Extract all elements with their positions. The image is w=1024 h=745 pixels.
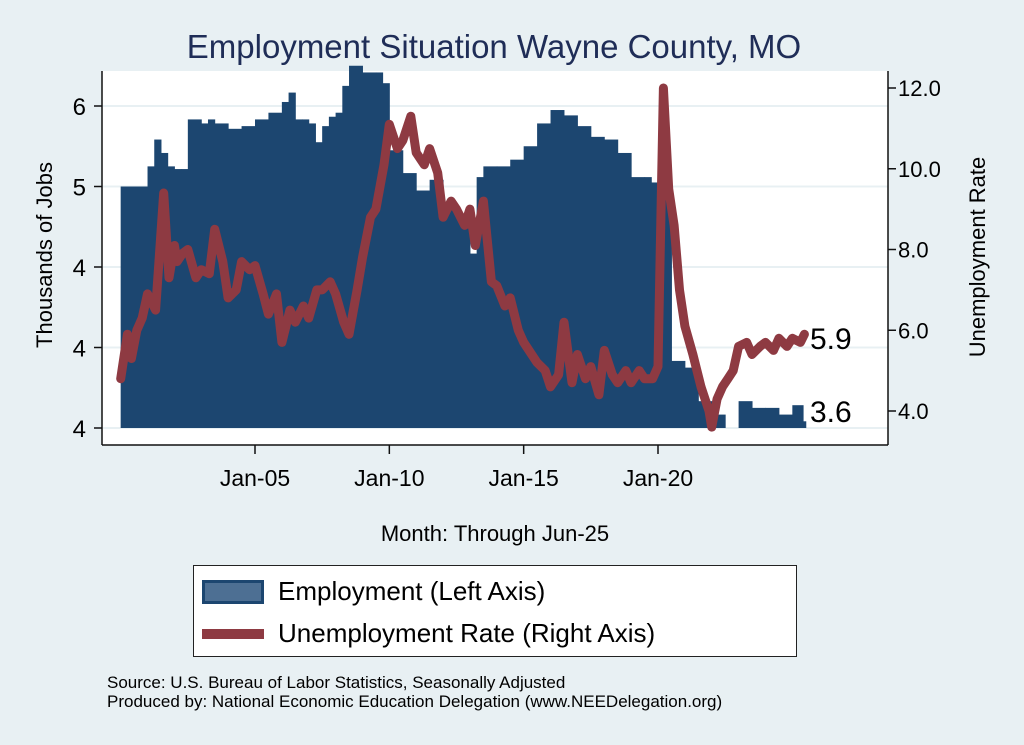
employment-bar bbox=[160, 152, 169, 429]
employment-bar bbox=[382, 83, 390, 429]
employment-bar bbox=[416, 190, 431, 428]
employment-bar bbox=[281, 101, 290, 428]
producer-note: Produced by: National Economic Education… bbox=[107, 692, 723, 711]
employment-bar bbox=[349, 65, 363, 428]
employment-bar bbox=[375, 72, 384, 428]
employment-bar bbox=[429, 179, 444, 428]
employment-bar bbox=[510, 159, 525, 428]
employment-bar bbox=[315, 142, 323, 428]
axes bbox=[101, 71, 889, 446]
employment-bar bbox=[295, 119, 303, 429]
employment-bar bbox=[803, 421, 807, 428]
employment-bar bbox=[322, 126, 330, 428]
employment-bar bbox=[308, 123, 316, 429]
legend-label-unemployment: Unemployment Rate (Right Axis) bbox=[278, 618, 656, 648]
unemployment-end-label: 5.9 bbox=[810, 323, 852, 356]
employment-bar bbox=[537, 123, 552, 429]
right-axis-title: Unemployment Rate bbox=[965, 157, 990, 358]
employment-bar bbox=[120, 186, 135, 428]
employment-bar bbox=[671, 360, 686, 428]
employment-bar bbox=[181, 169, 189, 428]
left-tick-label: 5 bbox=[73, 175, 86, 202]
right-tick-label: 4.0 bbox=[898, 399, 929, 424]
right-axis-ticks: 12.0 10.0 8.0 6.0 4.0 bbox=[888, 76, 941, 424]
employment-bar bbox=[443, 206, 457, 428]
left-tick-label: 4 bbox=[73, 416, 86, 443]
employment-bar bbox=[268, 112, 283, 428]
employment-bar bbox=[362, 72, 377, 428]
employment-bar bbox=[644, 177, 652, 428]
x-axis-ticks: Jan-05 Jan-10 Jan-15 Jan-20 bbox=[220, 445, 693, 491]
x-tick-label: Jan-10 bbox=[354, 465, 424, 491]
unemployment-rate-line bbox=[116, 83, 809, 432]
employment-bar bbox=[476, 177, 484, 428]
chart-title: Employment Situation Wayne County, MO bbox=[187, 28, 801, 65]
employment-bar bbox=[288, 92, 296, 428]
employment-bar bbox=[617, 152, 632, 429]
x-axis-title: Month: Through Jun-25 bbox=[381, 521, 609, 546]
left-axis-title: Thousands of Jobs bbox=[32, 162, 57, 348]
x-tick-label: Jan-15 bbox=[489, 465, 559, 491]
employment-bar bbox=[241, 126, 256, 428]
employment-bar bbox=[456, 220, 471, 428]
left-tick-label: 6 bbox=[73, 94, 86, 121]
unemployment-line-group bbox=[116, 83, 809, 432]
legend-item-unemployment: Unemployment Rate (Right Axis) bbox=[194, 618, 655, 649]
right-tick-label: 12.0 bbox=[898, 76, 941, 101]
employment-swatch-icon bbox=[202, 579, 264, 604]
employment-bar bbox=[402, 173, 417, 428]
employment-end-label: 3.6 bbox=[810, 396, 852, 429]
left-axis-ticks: 6 5 4 4 4 bbox=[73, 94, 102, 443]
legend: Employment (Left Axis) Unemployment Rate… bbox=[193, 565, 797, 657]
employment-bar bbox=[778, 414, 793, 428]
employment-bar bbox=[389, 150, 404, 428]
employment-bar bbox=[328, 116, 337, 428]
right-tick-label: 6.0 bbox=[898, 318, 929, 343]
employment-bar bbox=[302, 119, 310, 429]
employment-bar bbox=[335, 112, 343, 428]
legend-item-employment: Employment (Left Axis) bbox=[194, 576, 545, 607]
employment-bar bbox=[174, 169, 182, 428]
x-tick-label: Jan-05 bbox=[220, 465, 290, 491]
employment-bar bbox=[167, 166, 175, 428]
source-note: Source: U.S. Bureau of Labor Statistics,… bbox=[107, 673, 566, 692]
left-tick-label: 4 bbox=[73, 336, 86, 363]
employment-bar bbox=[684, 367, 699, 428]
right-tick-label: 8.0 bbox=[898, 238, 929, 263]
left-tick-label: 4 bbox=[73, 255, 86, 282]
unemployment-swatch-icon bbox=[202, 628, 264, 639]
employment-bar bbox=[765, 407, 780, 428]
employment-bar bbox=[631, 177, 646, 428]
employment-bars bbox=[120, 65, 807, 429]
employment-bar bbox=[738, 401, 753, 428]
legend-label-employment: Employment (Left Axis) bbox=[278, 576, 546, 606]
x-tick-label: Jan-20 bbox=[623, 465, 693, 491]
employment-bar bbox=[792, 405, 804, 428]
employment-bar bbox=[469, 253, 478, 428]
employment-bar bbox=[342, 85, 350, 428]
employment-bar bbox=[752, 407, 766, 428]
right-tick-label: 10.0 bbox=[898, 157, 941, 182]
employment-bar bbox=[523, 146, 538, 428]
